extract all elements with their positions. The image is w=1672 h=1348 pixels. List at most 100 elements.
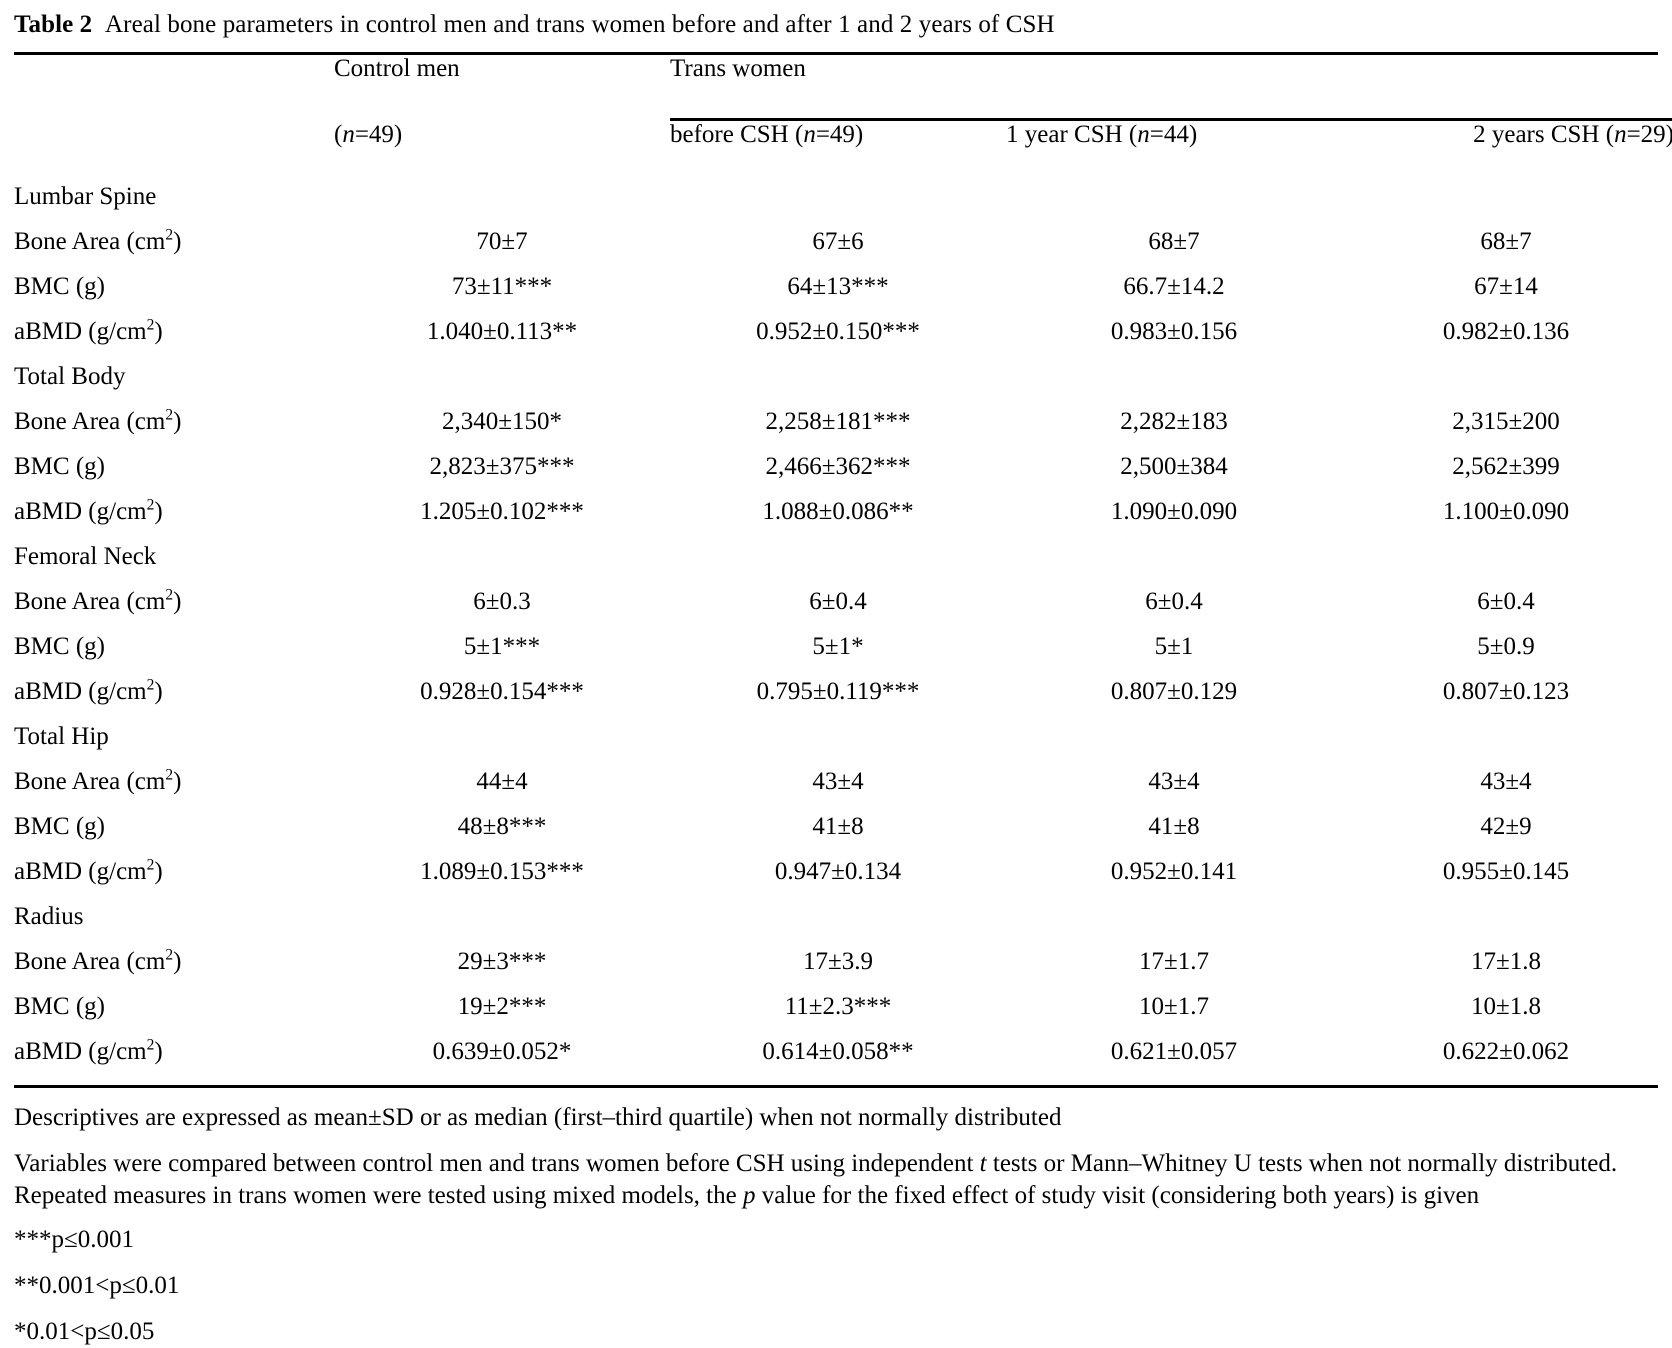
section-spacer-3 — [1006, 181, 1342, 226]
section-spacer-1 — [334, 361, 670, 406]
row-label: BMC (g) — [14, 813, 105, 840]
cell-value: 5±1* — [812, 633, 864, 660]
cell-value: 67±6 — [812, 228, 864, 255]
cell-value: 43±4 — [812, 768, 864, 795]
header-group-control-men: Control men — [334, 55, 460, 82]
cell-value: 2,500±384 — [1120, 453, 1228, 480]
cell-value: 68±7 — [1148, 228, 1200, 255]
table-row: Bone Area (cm2) 29±3*** 17±3.9 17±1.7 17±1.8 — [14, 946, 1672, 991]
section-spacer-2 — [670, 541, 1006, 586]
table-caption-text: Areal bone parameters in control men and… — [104, 11, 1055, 38]
table-row: BMC (g) 19±2*** 11±2.3*** 10±1.7 10±1.8 — [14, 991, 1672, 1036]
header-sub-before-csh: before CSH (n=49) — [670, 121, 864, 148]
section-label: Total Hip — [14, 723, 109, 750]
footnote-significance-2stars: **0.001<p≤0.01 — [14, 1272, 180, 1299]
section-spacer-3 — [1006, 541, 1342, 586]
header-sub-year1-csh: 1 year CSH (n=44) — [1006, 121, 1198, 148]
cell-value: 41±8 — [812, 813, 864, 840]
table-row: aBMD (g/cm2) 1.089±0.153*** 0.947±0.134 0.9… — [14, 856, 1672, 901]
row-label: aBMD (g/cm2) — [14, 496, 163, 525]
row-label: aBMD (g/cm2) — [14, 856, 163, 885]
section-spacer-1 — [334, 901, 670, 946]
section-label: Femoral Neck — [14, 543, 157, 570]
cell-value: 0.952±0.141 — [1110, 858, 1238, 885]
cell-value: 2,282±183 — [1120, 408, 1228, 435]
cell-value: 11±2.3*** — [784, 993, 892, 1020]
cell-value: 42±9 — [1480, 813, 1532, 840]
section-spacer-4 — [1342, 181, 1672, 226]
cell-value: 0.795±0.119*** — [756, 678, 920, 705]
cell-value: 19±2*** — [457, 993, 547, 1020]
footnote-significance-1star: *0.01<p≤0.05 — [14, 1318, 155, 1345]
cell-value: 70±7 — [476, 228, 528, 255]
table-section-row: Lumbar Spine — [14, 181, 1672, 226]
section-spacer-1 — [334, 541, 670, 586]
table-row: aBMD (g/cm2) 1.205±0.102*** 1.088±0.086** 1… — [14, 496, 1672, 541]
cell-value: 17±1.7 — [1139, 948, 1209, 975]
cell-value: 41±8 — [1148, 813, 1200, 840]
section-spacer-2 — [670, 181, 1006, 226]
footnote-methods-part2: tests or Mann–Whitney U tests when not n… — [14, 1150, 1618, 1209]
cell-value: 2,466±362*** — [765, 453, 911, 480]
cell-value: 1.205±0.102*** — [420, 498, 584, 525]
cell-value: 0.621±0.057 — [1110, 1038, 1238, 1065]
section-spacer-2 — [670, 901, 1006, 946]
bone-parameters-table: Control men Trans women (n=49) before CS… — [14, 55, 1672, 1081]
cell-value: 0.955±0.145 — [1442, 858, 1570, 885]
cell-value: 10±1.7 — [1139, 993, 1209, 1020]
cell-value: 73±11*** — [451, 273, 553, 300]
cell-value: 2,340±150* — [442, 408, 562, 435]
table-bottom-rule — [14, 1085, 1658, 1088]
cell-value: 48±8*** — [457, 813, 547, 840]
cell-value: 1.100±0.090 — [1442, 498, 1570, 525]
footnote-descriptives: Descriptives are expressed as mean±SD or… — [14, 1104, 1062, 1131]
row-label: BMC (g) — [14, 453, 105, 480]
row-label: BMC (g) — [14, 273, 105, 300]
footnote-methods-italic-t: t — [979, 1150, 987, 1177]
cell-value: 5±0.9 — [1477, 633, 1535, 660]
section-spacer-4 — [1342, 901, 1672, 946]
table-row: aBMD (g/cm2) 0.639±0.052* 0.614±0.058** 0.6… — [14, 1036, 1672, 1081]
cell-value: 2,315±200 — [1452, 408, 1560, 435]
section-spacer-1 — [334, 181, 670, 226]
cell-value: 2,823±375*** — [429, 453, 575, 480]
row-label: Bone Area (cm2) — [14, 946, 182, 975]
table-row: BMC (g) 5±1*** 5±1* 5±1 5±0.9 — [14, 631, 1672, 676]
row-label: aBMD (g/cm2) — [14, 316, 163, 345]
table-row: BMC (g) 73±11*** 64±13*** 66.7±14.2 67±14 — [14, 271, 1672, 316]
header-trans-women-rule — [670, 115, 1672, 121]
section-label: Lumbar Spine — [14, 183, 157, 210]
section-label: Total Body — [14, 363, 126, 390]
section-label: Radius — [14, 903, 84, 930]
cell-value: 0.614±0.058** — [762, 1038, 914, 1065]
footnote-methods: Variables were compared between control … — [14, 1148, 1658, 1212]
row-label: Bone Area (cm2) — [14, 406, 182, 435]
cell-value: 0.952±0.150*** — [756, 318, 920, 345]
section-spacer-1 — [334, 721, 670, 766]
table-row: Bone Area (cm2) 70±7 67±6 68±7 68±7 — [14, 226, 1672, 271]
row-label: BMC (g) — [14, 633, 105, 660]
header-sub-control-n: (n=49) — [334, 121, 403, 148]
table-body: Lumbar Spine Bone Area (cm2) 70±7 67±6 68±7 6… — [14, 181, 1672, 1081]
cell-value: 43±4 — [1148, 768, 1200, 795]
footnote-methods-italic-p: p — [742, 1182, 756, 1209]
cell-value: 1.040±0.113** — [426, 318, 578, 345]
cell-value: 64±13*** — [787, 273, 889, 300]
section-spacer-4 — [1342, 361, 1672, 406]
cell-value: 67±14 — [1474, 273, 1538, 300]
header-subrule-row — [14, 115, 1672, 121]
cell-value: 2,258±181*** — [765, 408, 911, 435]
cell-value: 5±1*** — [463, 633, 541, 660]
cell-value: 0.982±0.136 — [1442, 318, 1570, 345]
header-sub-row: (n=49) before CSH (n=49) 1 year CSH (n=4… — [14, 120, 1672, 182]
section-spacer-3 — [1006, 361, 1342, 406]
footnote-methods-part1: Variables were compared between control … — [14, 1150, 980, 1177]
section-spacer-2 — [670, 361, 1006, 406]
cell-value: 1.089±0.153*** — [420, 858, 584, 885]
header-group-row: Control men Trans women — [14, 55, 1672, 115]
section-spacer-3 — [1006, 901, 1342, 946]
cell-value: 1.088±0.086** — [762, 498, 914, 525]
section-spacer-4 — [1342, 721, 1672, 766]
row-label: aBMD (g/cm2) — [14, 1036, 163, 1065]
cell-value: 10±1.8 — [1471, 993, 1541, 1020]
